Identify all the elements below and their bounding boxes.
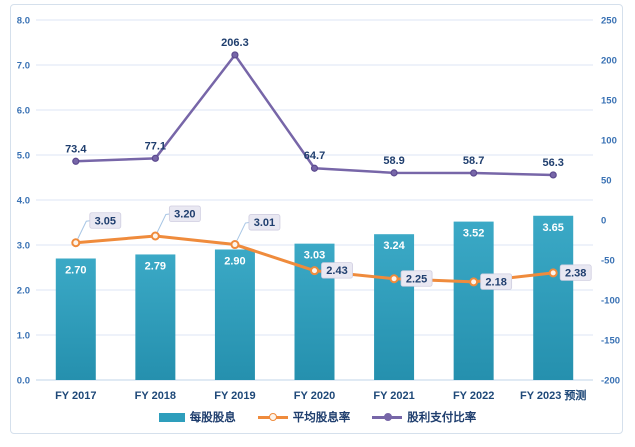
bar-label: 3.65 <box>543 222 564 234</box>
right-axis-tick: 150 <box>601 96 617 107</box>
left-axis-tick: 8.0 <box>17 16 30 27</box>
avg-yield-data-label: 3.20 <box>174 209 195 221</box>
right-axis-tick: -50 <box>601 256 615 267</box>
callout-box <box>89 212 122 229</box>
dps-bar <box>533 215 574 380</box>
legend-label-dps: 每股股息 <box>189 412 236 424</box>
payout-point-marker <box>310 164 319 172</box>
payout-point-marker <box>390 169 398 177</box>
x-axis: FY 2017 FY 2018 FY 2019 FY 2020 FY 2021 FY 20… <box>55 388 586 402</box>
callout-box <box>248 214 281 231</box>
left-axis-tick: 6.0 <box>17 106 30 117</box>
right-axis: 250 200 150 100 50 0 -50 -100 -150 -200 <box>601 16 620 387</box>
payout-data-label: 56.3 <box>543 157 564 169</box>
payout-point-marker <box>72 157 80 165</box>
avg-yield-point-marker <box>389 274 399 284</box>
dps-bar <box>374 234 415 380</box>
avg-yield-data-label: 2.18 <box>485 276 506 288</box>
dps-bar <box>453 221 494 380</box>
x-axis-label: FY 2023 预测 <box>520 388 586 402</box>
legend-item-avg-yield: 平均股息率 <box>257 409 351 425</box>
bar-label: 2.79 <box>145 260 166 272</box>
avg-yield-point-marker <box>230 240 240 250</box>
x-axis-label: FY 2020 <box>294 390 335 402</box>
callout-box <box>480 273 513 290</box>
x-axis-label: FY 2018 <box>135 390 176 402</box>
left-axis: 8.0 7.0 6.0 5.0 4.0 3.0 2.0 1.0 0.0 <box>17 16 30 387</box>
avg-yield-data-label: 2.25 <box>406 273 427 285</box>
left-axis-tick: 4.0 <box>17 196 30 207</box>
payout-point-marker <box>549 171 557 179</box>
leader-line <box>236 222 249 241</box>
bar-label: 3.24 <box>383 240 405 252</box>
chart-legend: 每股股息 平均股息率 股利支付比率 <box>0 409 635 425</box>
payout-data-label: 73.4 <box>65 143 87 155</box>
x-axis-label: FY 2022 <box>453 390 494 402</box>
left-axis-tick: 5.0 <box>17 151 30 162</box>
callout-box <box>559 264 592 281</box>
right-axis-tick: -200 <box>601 376 620 387</box>
left-axis-tick: 1.0 <box>17 331 30 342</box>
avg-yield-data-label: 3.05 <box>95 215 116 227</box>
right-axis-tick: 50 <box>601 176 612 187</box>
payout-point-marker <box>151 154 159 162</box>
left-axis-tick: 7.0 <box>17 61 30 72</box>
dps-bar <box>55 258 96 380</box>
payout-data-label: 58.7 <box>463 155 484 167</box>
payout-data-label: 77.1 <box>145 140 166 152</box>
dps-bar <box>135 254 176 380</box>
bar-label: 2.90 <box>224 256 245 268</box>
left-axis-tick: 0.0 <box>17 376 30 387</box>
line-dot-swatch-icon <box>257 413 288 422</box>
left-axis-tick: 2.0 <box>17 286 30 297</box>
leader-line <box>77 220 90 239</box>
right-axis-tick: -150 <box>601 336 620 347</box>
x-axis-label: FY 2019 <box>214 390 255 402</box>
bar-label: 2.70 <box>65 265 86 277</box>
bar-swatch-icon <box>158 412 185 422</box>
avg-yield-data-label: 2.38 <box>565 267 586 279</box>
bar-label: 3.03 <box>304 250 325 262</box>
payout-data-label: 206.3 <box>221 37 249 49</box>
bar-label: 3.52 <box>463 228 484 240</box>
payout-ratio-line: 73.4 77.1 206.3 64.7 58.9 58.7 56.3 <box>65 37 564 179</box>
line-dot-swatch-icon <box>372 413 403 422</box>
legend-item-payout: 股利支付比率 <box>372 409 476 425</box>
legend-label-payout: 股利支付比率 <box>407 412 477 424</box>
bars-group: 2.70 2.79 2.90 3.03 3.24 3.52 3.65 <box>55 215 574 380</box>
avg-yield-point-marker <box>310 266 319 276</box>
right-axis-tick: 100 <box>601 136 617 147</box>
callout-box <box>321 262 353 279</box>
avg-yield-point-marker <box>548 268 558 278</box>
payout-data-label: 64.7 <box>304 150 325 162</box>
dps-bar <box>214 249 255 380</box>
avg-yield-point-marker <box>469 277 479 287</box>
x-axis-label: FY 2021 <box>373 390 414 402</box>
right-axis-tick: 250 <box>601 16 617 27</box>
payout-point-marker <box>231 51 239 59</box>
payout-data-label: 58.9 <box>383 155 404 167</box>
right-axis-tick: 200 <box>601 56 617 67</box>
payout-point-marker <box>470 169 478 177</box>
avg-yield-line: 3.05 3.20 3.01 2.43 2.25 2.18 2.38 <box>71 205 592 290</box>
leader-line <box>156 213 170 233</box>
right-axis-tick: -100 <box>601 296 620 307</box>
legend-item-dps: 每股股息 <box>158 409 236 425</box>
callout-box <box>168 205 201 222</box>
right-axis-tick: 0 <box>601 216 606 227</box>
avg-yield-point-marker <box>71 238 81 248</box>
avg-yield-data-label: 2.43 <box>326 265 347 277</box>
avg-yield-point-marker <box>150 231 160 241</box>
avg-yield-data-label: 3.01 <box>254 217 275 229</box>
callout-box <box>400 270 433 287</box>
x-axis-label: FY 2017 <box>55 390 96 402</box>
legend-label-avg-yield: 平均股息率 <box>292 412 351 424</box>
left-axis-tick: 3.0 <box>17 241 30 252</box>
